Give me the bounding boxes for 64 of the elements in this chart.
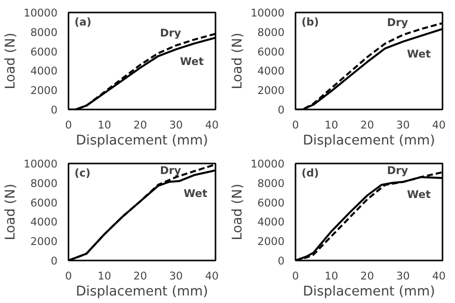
x-tick-label: 20 <box>360 118 374 132</box>
series-label: Wet <box>407 188 431 201</box>
y-tick-label: 0 <box>278 254 285 268</box>
x-tick-label: 30 <box>169 270 184 282</box>
y-tick-label: 4000 <box>257 216 285 229</box>
x-axis-title: Displacement (mm) <box>302 134 436 148</box>
x-axis-title: Displacement (mm) <box>76 134 208 148</box>
y-tick-label: 2000 <box>257 84 285 98</box>
y-axis-title: Load (N) <box>230 184 246 240</box>
y-tick-label: 2000 <box>30 84 58 98</box>
series-label: Dry <box>160 164 182 178</box>
y-tick-label: 4000 <box>257 64 285 78</box>
x-tick-label: 40 <box>432 270 446 282</box>
y-tick-label: 0 <box>278 104 285 116</box>
x-tick-label: 10 <box>324 118 338 132</box>
y-tick-label: 6000 <box>257 45 285 58</box>
y-tick-label: 8000 <box>30 176 58 190</box>
y-tick-label: 10000 <box>250 158 285 170</box>
y-tick-label: 4000 <box>30 64 58 78</box>
x-axis-title: Displacement (mm) <box>76 284 208 300</box>
x-tick-label: 10 <box>98 270 112 282</box>
y-tick-label: 8000 <box>30 26 58 39</box>
x-tick-label: 30 <box>169 118 184 132</box>
y-tick-label: 0 <box>50 104 58 116</box>
y-tick-label: 6000 <box>30 45 58 58</box>
series-label: Dry <box>160 26 182 40</box>
y-tick-label: 2000 <box>30 235 58 248</box>
x-tick-label: 40 <box>432 118 446 132</box>
y-axis-title: Load (N) <box>4 32 19 90</box>
x-tick-label: 0 <box>65 118 72 132</box>
series-label: Wet <box>180 55 204 68</box>
y-tick-label: 2000 <box>257 235 285 248</box>
x-tick-label: 20 <box>133 118 148 132</box>
x-tick-label: 20 <box>360 270 374 282</box>
y-tick-label: 10000 <box>24 158 58 170</box>
y-tick-label: 6000 <box>257 196 285 210</box>
x-tick-label: 10 <box>324 270 338 282</box>
y-tick-label: 10000 <box>24 6 58 20</box>
y-tick-label: 8000 <box>257 26 285 39</box>
y-axis-title: Load (N) <box>230 32 246 90</box>
x-tick-label: 20 <box>133 270 148 282</box>
y-tick-label: 6000 <box>30 196 58 210</box>
chart-title: (b) <box>302 16 319 28</box>
x-tick-label: 0 <box>292 118 300 132</box>
x-tick-label: 0 <box>292 270 300 282</box>
x-tick-label: 0 <box>65 270 72 282</box>
series-label: Wet <box>407 47 431 60</box>
x-tick-label: 40 <box>205 270 219 282</box>
x-tick-label: 40 <box>205 118 219 132</box>
y-tick-label: 8000 <box>257 176 285 190</box>
series-label: Dry <box>387 16 408 29</box>
x-tick-label: 30 <box>396 270 410 282</box>
y-tick-label: 10000 <box>250 6 285 20</box>
x-tick-label: 30 <box>396 118 410 132</box>
x-tick-label: 10 <box>98 118 112 132</box>
series-label: Wet <box>184 186 208 200</box>
chart-title: (a) <box>74 16 92 28</box>
x-axis-title: Displacement (mm) <box>302 284 436 300</box>
y-tick-label: 0 <box>50 254 58 268</box>
chart-title: (d) <box>302 166 319 180</box>
y-axis-title: Load (N) <box>4 184 19 240</box>
chart-title: (c) <box>74 166 91 180</box>
y-tick-label: 4000 <box>30 216 58 229</box>
series-label: Dry <box>387 164 408 178</box>
